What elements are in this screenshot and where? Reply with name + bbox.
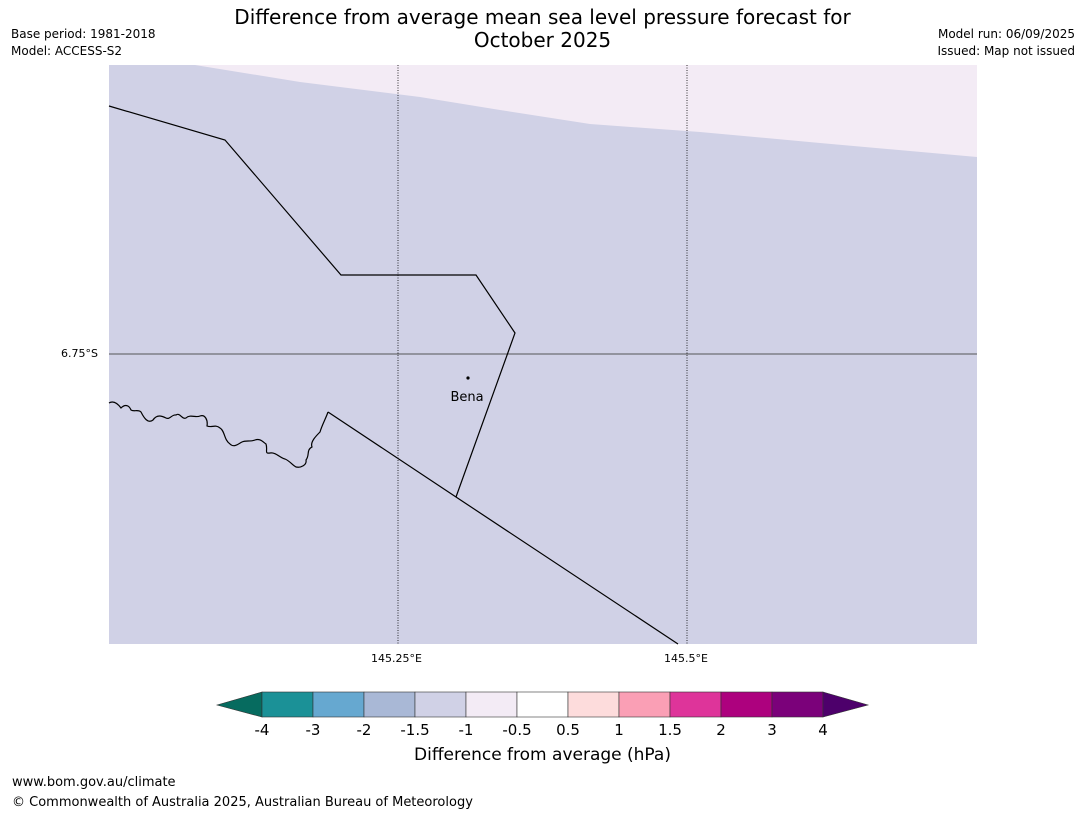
colorbar-tick-label: -3 [306,721,321,739]
colorbar-title: Difference from average (hPa) [414,745,671,765]
colorbar-tick-label: -4 [255,721,270,739]
meta-right: Model run: 06/09/2025 Issued: Map not is… [937,26,1075,60]
coastline [108,401,329,468]
bena-marker [466,376,470,380]
issue-status: Issued: Map not issued [937,44,1075,58]
map-panel: Bena [108,65,977,645]
colorbar-tick-label: 1.5 [658,721,682,739]
province-boundary-south [327,411,679,645]
anomaly-fill-minus-1-to-minus-0.5 [109,65,977,157]
title-line-2: October 2025 [473,28,612,52]
colorbar-tick-label: -0.5 [502,721,531,739]
model-run: Model run: 06/09/2025 [937,27,1075,41]
province-boundary [108,105,516,498]
colorbar-extend-low [215,691,263,718]
colorbar-tick-label: -2 [357,721,372,739]
colorbar-bin [771,691,824,718]
colorbar-tick-label: 3 [767,721,777,739]
colorbar-bin [261,691,314,718]
meta-left: Base period: 1981-2018 Model: ACCESS-S2 [11,26,156,60]
colorbar-tick-label: 2 [716,721,726,739]
colorbar-bin [618,691,671,718]
longitude-label: 145.5°E [664,652,708,665]
footer-copyright: © Commonwealth of Australia 2025, Austra… [12,795,473,810]
colorbar-tick-label: -1.5 [400,721,429,739]
colorbar-bin [363,691,416,718]
colorbar-bin [669,691,722,718]
title-line-1: Difference from average mean sea level p… [234,5,851,29]
map-title: Difference from average mean sea level p… [0,6,1085,52]
colorbar-tick-label: 1 [614,721,624,739]
colorbar-bin [414,691,467,718]
colorbar: -4 -3 -2 -1.5 -1 -0.5 0.5 1 1.5 2 3 4 [215,691,870,739]
colorbar-bin [720,691,773,718]
colorbar-bin [465,691,518,718]
colorbar-tick-label: 4 [818,721,828,739]
colorbar-bin [312,691,365,718]
colorbar-extend-high [822,691,870,718]
colorbar-tick-label: 0.5 [556,721,580,739]
latitude-label: 6.75°S [61,347,98,360]
model-name: Model: ACCESS-S2 [11,44,123,58]
colorbar-bin [516,691,569,718]
colorbar-bin [567,691,620,718]
bena-label: Bena [450,390,483,405]
longitude-label: 145.25°E [371,652,422,665]
colorbar-tick-label: -1 [459,721,474,739]
footer-url: www.bom.gov.au/climate [12,775,176,790]
base-period: Base period: 1981-2018 [11,27,156,41]
